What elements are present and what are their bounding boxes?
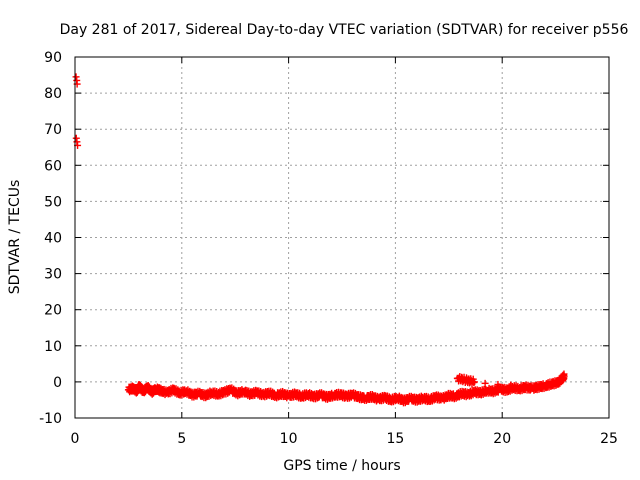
tick-labels: 0 5 10 15 20 25 -10 0 10 20 30 40 50 60 70 80 90: [39, 50, 618, 447]
x-tick-label: 5: [177, 431, 186, 447]
data-point: [494, 380, 502, 388]
x-tick-label: 10: [280, 431, 298, 447]
x-axis-label: GPS time / hours: [283, 458, 400, 474]
x-tick-label: 25: [600, 431, 618, 447]
series-sdtvar: [72, 73, 568, 407]
y-tick-label: -10: [39, 411, 62, 427]
y-tick-label: 20: [44, 303, 62, 319]
y-tick-label: 50: [44, 194, 62, 210]
data-point: [532, 382, 540, 390]
y-tick-label: 90: [44, 50, 62, 66]
chart-title: Day 281 of 2017, Sidereal Day-to-day VTE…: [60, 22, 629, 38]
grid: [75, 57, 609, 418]
y-tick-label: 10: [44, 339, 62, 355]
y-tick-label: 70: [44, 122, 62, 138]
data-layer: [72, 73, 568, 407]
y-axis-label: SDTVAR / TECUs: [7, 180, 23, 295]
data-point: [520, 382, 528, 390]
x-tick-label: 15: [386, 431, 404, 447]
data-point: [481, 379, 489, 387]
x-tick-label: 0: [71, 431, 80, 447]
y-tick-label: 30: [44, 267, 62, 283]
y-tick-label: 40: [44, 231, 62, 247]
data-point: [560, 372, 568, 380]
y-tick-label: 60: [44, 158, 62, 174]
x-tick-label: 20: [493, 431, 511, 447]
data-point: [507, 381, 515, 389]
data-point: [470, 378, 478, 386]
y-tick-label: 0: [53, 375, 62, 391]
data-point: [545, 381, 553, 389]
ticks: [74, 56, 610, 419]
y-tick-label: 80: [44, 86, 62, 102]
